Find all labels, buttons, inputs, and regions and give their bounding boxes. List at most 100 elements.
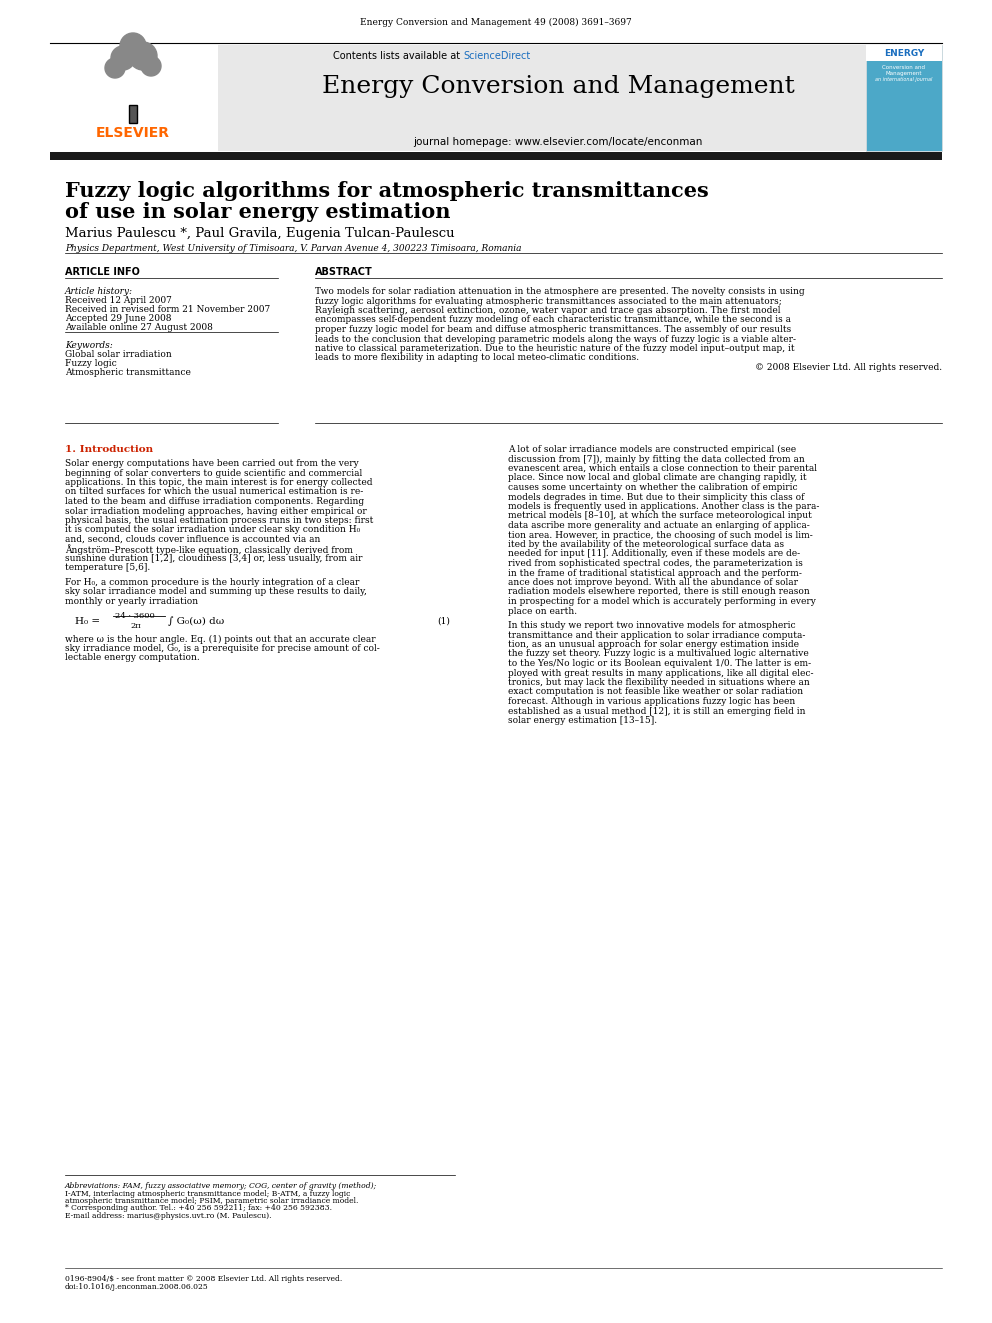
Text: ance does not improve beyond. With all the abundance of solar: ance does not improve beyond. With all t… xyxy=(508,578,798,587)
Text: Fuzzy logic: Fuzzy logic xyxy=(65,359,117,368)
Text: doi:10.1016/j.enconman.2008.06.025: doi:10.1016/j.enconman.2008.06.025 xyxy=(65,1283,208,1291)
Text: Article history:: Article history: xyxy=(65,287,133,296)
Text: in the frame of traditional statistical approach and the perform-: in the frame of traditional statistical … xyxy=(508,569,802,578)
Text: Contents lists available at: Contents lists available at xyxy=(332,52,463,61)
FancyBboxPatch shape xyxy=(129,105,137,123)
FancyBboxPatch shape xyxy=(50,152,942,160)
FancyBboxPatch shape xyxy=(866,45,942,61)
Text: temperature [5,6].: temperature [5,6]. xyxy=(65,564,150,573)
Text: * Corresponding author. Tel.: +40 256 592211; fax: +40 256 592383.: * Corresponding author. Tel.: +40 256 59… xyxy=(65,1204,332,1212)
Text: 24 · 3600: 24 · 3600 xyxy=(115,611,155,619)
Text: proper fuzzy logic model for beam and diffuse atmospheric transmittances. The as: proper fuzzy logic model for beam and di… xyxy=(315,325,792,333)
Text: sky irradiance model, G₀, is a prerequisite for precise amount of col-: sky irradiance model, G₀, is a prerequis… xyxy=(65,644,380,654)
Text: solar energy estimation [13–15].: solar energy estimation [13–15]. xyxy=(508,716,657,725)
Text: For H₀, a common procedure is the hourly integration of a clear: For H₀, a common procedure is the hourly… xyxy=(65,578,359,587)
Text: Fuzzy logic algorithms for atmospheric transmittances: Fuzzy logic algorithms for atmospheric t… xyxy=(65,181,708,201)
Text: journal homepage: www.elsevier.com/locate/enconman: journal homepage: www.elsevier.com/locat… xyxy=(414,138,702,147)
Text: causes some uncertainty on whether the calibration of empiric: causes some uncertainty on whether the c… xyxy=(508,483,798,492)
Text: of use in solar energy estimation: of use in solar energy estimation xyxy=(65,202,450,222)
Text: data ascribe more generality and actuate an enlarging of applica-: data ascribe more generality and actuate… xyxy=(508,521,809,531)
Text: to the Yes/No logic or its Boolean equivalent 1/0. The latter is em-: to the Yes/No logic or its Boolean equiv… xyxy=(508,659,811,668)
Text: radiation models elsewhere reported, there is still enough reason: radiation models elsewhere reported, the… xyxy=(508,587,809,597)
Text: models degrades in time. But due to their simplicity this class of: models degrades in time. But due to thei… xyxy=(508,492,805,501)
Text: Received in revised form 21 November 2007: Received in revised form 21 November 200… xyxy=(65,306,270,314)
Text: needed for input [11]. Additionally, even if these models are de-: needed for input [11]. Additionally, eve… xyxy=(508,549,801,558)
Text: E-mail address: marius@physics.uvt.ro (M. Paulescu).: E-mail address: marius@physics.uvt.ro (M… xyxy=(65,1212,272,1220)
Text: monthly or yearly irradiation: monthly or yearly irradiation xyxy=(65,597,198,606)
Text: on tilted surfaces for which the usual numerical estimation is re-: on tilted surfaces for which the usual n… xyxy=(65,487,363,496)
Text: ited by the availability of the meteorological surface data as: ited by the availability of the meteorol… xyxy=(508,540,784,549)
Circle shape xyxy=(111,46,135,70)
FancyBboxPatch shape xyxy=(866,45,942,151)
Text: solar irradiation modeling approaches, having either empirical or: solar irradiation modeling approaches, h… xyxy=(65,507,367,516)
Text: Conversion and: Conversion and xyxy=(883,65,926,70)
Text: it is computed the solar irradiation under clear sky condition H₀: it is computed the solar irradiation und… xyxy=(65,525,360,534)
Text: Global solar irradiation: Global solar irradiation xyxy=(65,351,172,359)
Text: H₀ =: H₀ = xyxy=(75,617,100,626)
Text: atmospheric transmittance model; PSIM, parametric solar irradiance model.: atmospheric transmittance model; PSIM, p… xyxy=(65,1197,358,1205)
Text: A lot of solar irradiance models are constructed empirical (see: A lot of solar irradiance models are con… xyxy=(508,445,797,454)
Circle shape xyxy=(141,56,161,75)
Text: metrical models [8–10], at which the surface meteorological input: metrical models [8–10], at which the sur… xyxy=(508,512,811,520)
Text: Available online 27 August 2008: Available online 27 August 2008 xyxy=(65,323,213,332)
Text: tion area. However, in practice, the choosing of such model is lim-: tion area. However, in practice, the cho… xyxy=(508,531,812,540)
FancyBboxPatch shape xyxy=(50,45,942,151)
Text: ENERGY: ENERGY xyxy=(884,49,925,58)
Text: place. Since now local and global climate are changing rapidly, it: place. Since now local and global climat… xyxy=(508,474,806,483)
Text: evanescent area, which entails a close connection to their parental: evanescent area, which entails a close c… xyxy=(508,464,817,474)
Text: ScienceDirect: ScienceDirect xyxy=(463,52,531,61)
Text: models is frequently used in applications. Another class is the para-: models is frequently used in application… xyxy=(508,501,819,511)
Circle shape xyxy=(129,42,157,70)
Text: place on earth.: place on earth. xyxy=(508,606,577,615)
Text: Keywords:: Keywords: xyxy=(65,341,113,351)
Text: where ω is the hour angle. Eq. (1) points out that an accurate clear: where ω is the hour angle. Eq. (1) point… xyxy=(65,635,376,643)
Text: Rayleigh scattering, aerosol extinction, ozone, water vapor and trace gas absorp: Rayleigh scattering, aerosol extinction,… xyxy=(315,306,781,315)
Text: lated to the beam and diffuse irradiation components. Regarding: lated to the beam and diffuse irradiatio… xyxy=(65,497,364,505)
Text: leads to more flexibility in adapting to local meteo-climatic conditions.: leads to more flexibility in adapting to… xyxy=(315,353,639,363)
Text: fuzzy logic algorithms for evaluating atmospheric transmittances associated to t: fuzzy logic algorithms for evaluating at… xyxy=(315,296,782,306)
Text: ARTICLE INFO: ARTICLE INFO xyxy=(65,267,140,277)
Text: ELSEVIER: ELSEVIER xyxy=(96,126,170,140)
Text: rived from sophisticated spectral codes, the parameterization is: rived from sophisticated spectral codes,… xyxy=(508,560,803,568)
Text: physical basis, the usual estimation process runs in two steps: first: physical basis, the usual estimation pro… xyxy=(65,516,373,525)
Text: discussion from [7]), mainly by fitting the data collected from an: discussion from [7]), mainly by fitting … xyxy=(508,455,805,463)
Text: lectable energy computation.: lectable energy computation. xyxy=(65,654,199,663)
Circle shape xyxy=(120,33,146,60)
Text: 1. Introduction: 1. Introduction xyxy=(65,445,153,454)
Text: beginning of solar converters to guide scientific and commercial: beginning of solar converters to guide s… xyxy=(65,468,362,478)
Text: native to classical parameterization. Due to the heuristic nature of the fuzzy m: native to classical parameterization. Du… xyxy=(315,344,795,353)
Text: sky solar irradiance model and summing up these results to daily,: sky solar irradiance model and summing u… xyxy=(65,587,367,597)
Text: Two models for solar radiation attenuation in the atmosphere are presented. The : Two models for solar radiation attenuati… xyxy=(315,287,805,296)
FancyBboxPatch shape xyxy=(50,45,218,151)
Text: exact computation is not feasible like weather or solar radiation: exact computation is not feasible like w… xyxy=(508,688,804,696)
Text: sunshine duration [1,2], cloudiness [3,4] or, less usually, from air: sunshine duration [1,2], cloudiness [3,4… xyxy=(65,554,362,564)
Text: 2π: 2π xyxy=(130,622,141,630)
Text: Abbreviations: FAM, fuzzy associative memory; COG, center of gravity (method);: Abbreviations: FAM, fuzzy associative me… xyxy=(65,1181,377,1189)
Text: in prospecting for a model which is accurately performing in every: in prospecting for a model which is accu… xyxy=(508,597,815,606)
Text: transmittance and their application to solar irradiance computa-: transmittance and their application to s… xyxy=(508,631,806,639)
Text: encompasses self-dependent fuzzy modeling of each characteristic transmittance, : encompasses self-dependent fuzzy modelin… xyxy=(315,315,791,324)
Text: ployed with great results in many applications, like all digital elec-: ployed with great results in many applic… xyxy=(508,668,813,677)
Text: established as a usual method [12], it is still an emerging field in: established as a usual method [12], it i… xyxy=(508,706,806,716)
Text: Atmospheric transmittance: Atmospheric transmittance xyxy=(65,368,190,377)
Text: Accepted 29 June 2008: Accepted 29 June 2008 xyxy=(65,314,172,323)
Text: the fuzzy set theory. Fuzzy logic is a multivalued logic alternative: the fuzzy set theory. Fuzzy logic is a m… xyxy=(508,650,808,659)
Text: Physics Department, West University of Timisoara, V. Parvan Avenue 4, 300223 Tim: Physics Department, West University of T… xyxy=(65,243,522,253)
Text: an international journal: an international journal xyxy=(875,77,932,82)
Text: leads to the conclusion that developing parametric models along the ways of fuzz: leads to the conclusion that developing … xyxy=(315,335,796,344)
Text: In this study we report two innovative models for atmospheric: In this study we report two innovative m… xyxy=(508,620,796,630)
Text: forecast. Although in various applications fuzzy logic has been: forecast. Although in various applicatio… xyxy=(508,697,796,706)
Text: ABSTRACT: ABSTRACT xyxy=(315,267,373,277)
Text: 0196-8904/$ - see front matter © 2008 Elsevier Ltd. All rights reserved.: 0196-8904/$ - see front matter © 2008 El… xyxy=(65,1275,342,1283)
Text: (1): (1) xyxy=(437,617,450,626)
Text: © 2008 Elsevier Ltd. All rights reserved.: © 2008 Elsevier Ltd. All rights reserved… xyxy=(755,363,942,372)
Text: ∫ G₀(ω) dω: ∫ G₀(ω) dω xyxy=(168,617,224,626)
Text: I-ATM, interlacing atmospheric transmittance model; B-ATM, a fuzzy logic: I-ATM, interlacing atmospheric transmitt… xyxy=(65,1189,350,1197)
Text: tronics, but may lack the flexibility needed in situations where an: tronics, but may lack the flexibility ne… xyxy=(508,677,809,687)
Text: and, second, clouds cover influence is accounted via an: and, second, clouds cover influence is a… xyxy=(65,534,320,544)
Text: Management: Management xyxy=(886,71,923,75)
Text: Received 12 April 2007: Received 12 April 2007 xyxy=(65,296,172,306)
Circle shape xyxy=(105,58,125,78)
Text: Energy Conversion and Management 49 (2008) 3691–3697: Energy Conversion and Management 49 (200… xyxy=(360,19,632,28)
Text: applications. In this topic, the main interest is for energy collected: applications. In this topic, the main in… xyxy=(65,478,373,487)
